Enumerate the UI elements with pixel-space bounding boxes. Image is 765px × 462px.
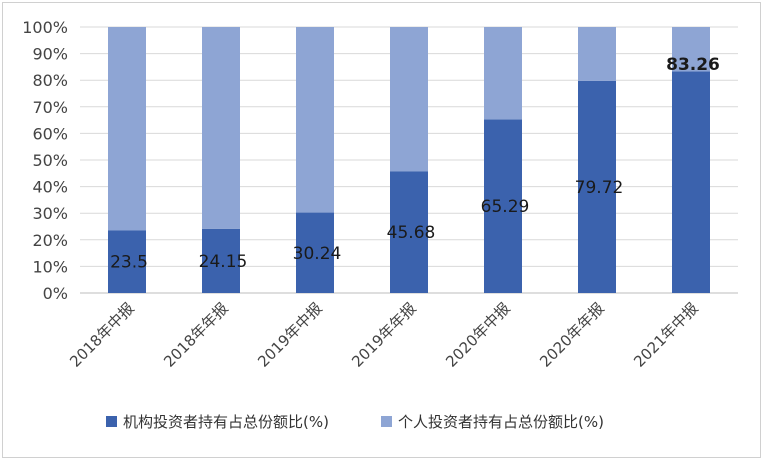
bar-institutional	[296, 212, 334, 293]
bar-individual	[108, 27, 146, 231]
legend-label: 机构投资者持有占总份额比(%)	[123, 413, 329, 431]
data-label: 65.29	[481, 197, 530, 217]
data-labels: 23.5 24.15 30.24 45.68 65.29 79.72 83.26	[110, 55, 720, 273]
bar-institutional	[484, 119, 522, 293]
legend-label: 个人投资者持有占总份额比(%)	[398, 413, 604, 431]
x-category-label: 2019年年报	[348, 299, 420, 371]
bar-individual	[390, 27, 428, 172]
y-tick-label: 10%	[32, 257, 68, 276]
bar-individual	[484, 27, 522, 120]
y-tick-label: 30%	[32, 204, 68, 223]
y-tick-label: 20%	[32, 231, 68, 250]
legend-swatch	[381, 416, 392, 427]
bar-institutional	[578, 80, 616, 294]
data-label: 83.26	[666, 55, 720, 75]
x-category-label: 2018年中报	[66, 299, 138, 371]
data-label: 24.15	[199, 252, 248, 272]
y-tick-label: 100%	[22, 18, 68, 37]
x-axis-labels: 2018年中报 2018年年报 2019年中报 2019年年报 2020年中报 2020年…	[66, 299, 702, 371]
y-axis-ticks: 0% 10% 20% 30% 40% 50% 60% 70% 80% 90% 100%	[22, 18, 68, 303]
y-tick-label: 40%	[32, 178, 68, 197]
bar-individual	[672, 27, 710, 72]
bars	[108, 27, 710, 294]
x-category-label: 2020年年报	[536, 299, 608, 371]
data-label: 45.68	[387, 223, 436, 243]
x-category-label: 2021年中报	[630, 299, 702, 371]
bar-institutional	[108, 230, 146, 293]
legend-swatch	[106, 416, 117, 427]
bar-individual	[578, 27, 616, 81]
y-tick-label: 60%	[32, 124, 68, 143]
y-tick-label: 80%	[32, 71, 68, 90]
y-tick-label: 50%	[32, 151, 68, 170]
data-label: 30.24	[293, 244, 342, 264]
x-category-label: 2020年中报	[442, 299, 514, 371]
y-tick-label: 90%	[32, 45, 68, 64]
x-category-label: 2019年中报	[254, 299, 326, 371]
bar-individual	[296, 27, 334, 213]
data-label: 23.5	[110, 253, 148, 273]
y-tick-label: 0%	[43, 284, 68, 303]
bar-individual	[202, 27, 240, 229]
y-tick-label: 70%	[32, 98, 68, 117]
bar-institutional	[390, 171, 428, 293]
legend: 机构投资者持有占总份额比(%) 个人投资者持有占总份额比(%)	[106, 413, 604, 431]
bar-institutional	[672, 71, 710, 293]
x-category-label: 2018年年报	[160, 299, 232, 371]
bar-institutional	[202, 228, 240, 293]
data-label: 79.72	[575, 178, 624, 198]
